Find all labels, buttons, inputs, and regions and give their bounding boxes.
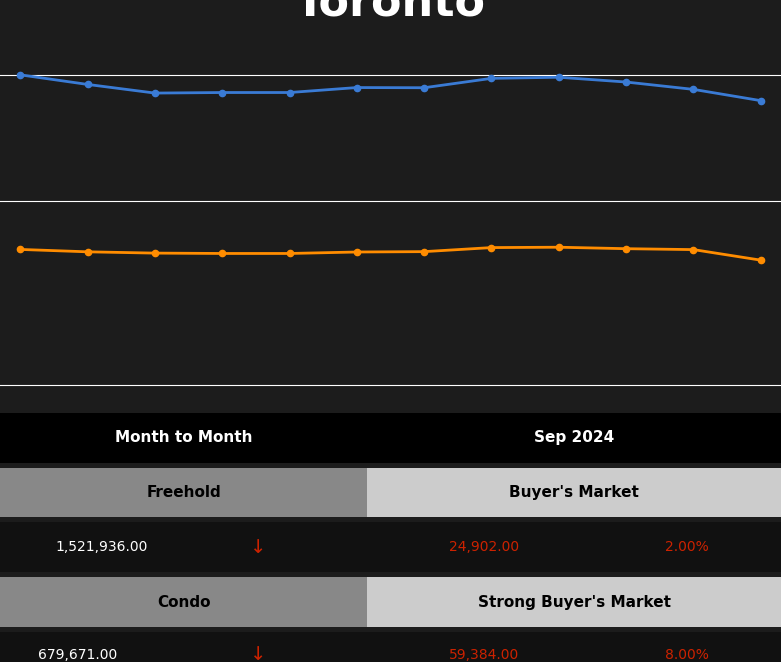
Title: Toronto: Toronto (295, 0, 486, 24)
Text: Buyer's Market: Buyer's Market (509, 485, 639, 500)
Bar (0, 632, 781, 662)
Bar (0, 577, 367, 627)
Text: 679,671.00: 679,671.00 (38, 647, 118, 661)
Legend: Freehold, Condo: Freehold, Condo (282, 485, 499, 514)
Text: ↓: ↓ (250, 538, 266, 557)
Text: Sep 2024: Sep 2024 (534, 430, 614, 446)
Text: Condo: Condo (157, 594, 210, 610)
Text: 8.00%: 8.00% (665, 647, 709, 661)
Text: Month to Month: Month to Month (115, 430, 252, 446)
Bar (0, 413, 781, 463)
Bar (367, 467, 781, 518)
Text: 1,521,936.00: 1,521,936.00 (55, 540, 148, 554)
Text: 2.00%: 2.00% (665, 540, 709, 554)
Text: 59,384.00: 59,384.00 (449, 647, 519, 661)
Bar (0, 522, 781, 572)
Text: 24,902.00: 24,902.00 (449, 540, 519, 554)
Text: Freehold: Freehold (146, 485, 221, 500)
Text: Strong Buyer's Market: Strong Buyer's Market (477, 594, 671, 610)
Bar (367, 577, 781, 627)
Text: ↓: ↓ (250, 645, 266, 662)
Bar (0, 467, 367, 518)
